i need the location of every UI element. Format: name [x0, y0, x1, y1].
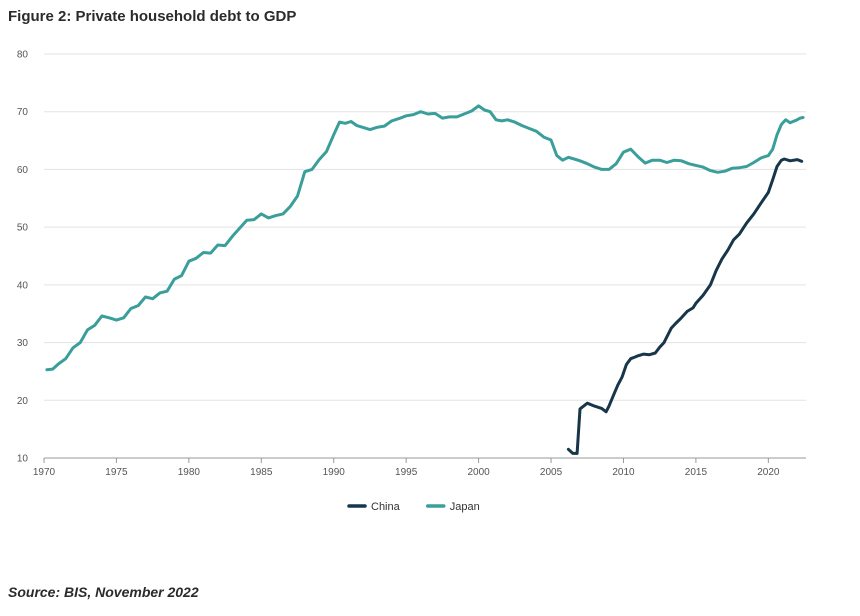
- legend-label-china: China: [371, 501, 401, 513]
- x-axis-ticks: 1970 1975 1980 1985 1990 1995 2000 2005 2010 2015…: [33, 458, 780, 478]
- x-tick-label-1990: 1990: [323, 467, 346, 478]
- legend-label-japan: Japan: [450, 501, 480, 513]
- x-tick-label-1985: 1985: [250, 467, 273, 478]
- y-tick-label-30: 30: [17, 338, 29, 349]
- series-line-china: [566, 157, 804, 455]
- gridlines: [44, 53, 806, 401]
- x-tick-label-1975: 1975: [105, 467, 128, 478]
- source-note: Source: BIS, November 2022: [8, 584, 199, 600]
- x-tick-label-2020: 2020: [757, 467, 780, 478]
- x-tick-label-2005: 2005: [540, 467, 563, 478]
- y-tick-label-70: 70: [17, 107, 29, 118]
- x-tick-label-1995: 1995: [395, 467, 418, 478]
- x-tick-label-2010: 2010: [612, 467, 635, 478]
- chart-title: Figure 2: Private household debt to GDP: [8, 8, 297, 25]
- y-axis-ticks: 10 20 30 40 50 60 70 80: [17, 50, 29, 465]
- x-tick-label-2015: 2015: [685, 467, 708, 478]
- y-tick-label-10: 10: [17, 454, 29, 465]
- x-tick-label-1980: 1980: [178, 467, 201, 478]
- y-tick-label-80: 80: [17, 50, 29, 61]
- y-tick-label-60: 60: [17, 165, 29, 176]
- y-tick-label-50: 50: [17, 223, 29, 234]
- y-tick-label-20: 20: [17, 396, 29, 407]
- series-line-japan: [45, 104, 805, 372]
- y-tick-label-40: 40: [17, 280, 29, 291]
- series-lines: [45, 104, 805, 455]
- legend: China Japan: [347, 501, 480, 513]
- x-tick-label-2000: 2000: [467, 467, 490, 478]
- x-tick-label-1970: 1970: [33, 467, 56, 478]
